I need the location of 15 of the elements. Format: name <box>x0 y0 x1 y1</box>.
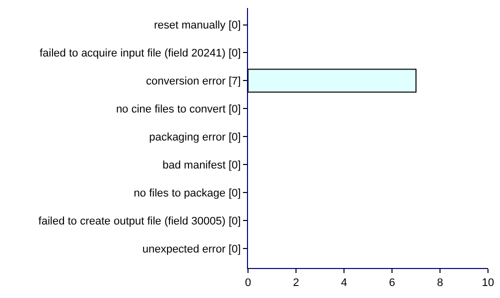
x-tick-label: 4 <box>340 277 348 290</box>
y-tick-label: failed to acquire input file (field 20241) [0] <box>40 48 241 60</box>
x-tick-label: 2 <box>292 277 300 290</box>
y-tick-label: conversion error [7] <box>146 76 241 88</box>
x-tick-label: 0 <box>244 277 252 290</box>
y-tick-label: no cine files to convert [0] <box>116 104 241 116</box>
y-tick-label: reset manually [0] <box>154 20 241 32</box>
y-tick-label: packaging error [0] <box>149 131 241 144</box>
x-tick-label: 10 <box>482 277 494 290</box>
x-tick-label: 8 <box>436 277 444 290</box>
x-tick-label: 6 <box>388 277 396 290</box>
y-tick-label: failed to create output file (field 30005) [0] <box>38 215 241 228</box>
y-tick-label: no files to package [0] <box>134 187 241 200</box>
y-tick-label: unexpected error [0] <box>142 243 241 256</box>
y-tick-label: bad manifest [0] <box>162 159 241 172</box>
